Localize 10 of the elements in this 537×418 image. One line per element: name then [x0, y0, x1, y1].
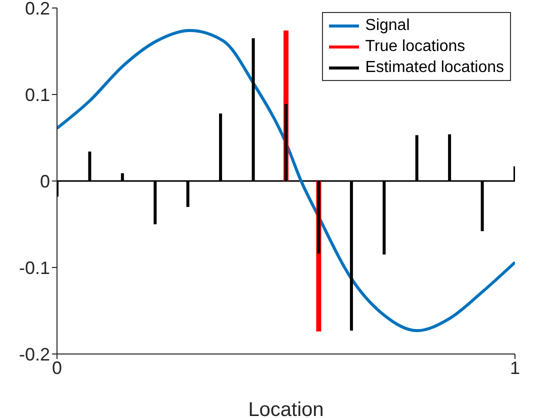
y-tick-label: 0 — [40, 171, 50, 192]
x-axis-title: Location — [248, 399, 324, 418]
y-tick-label: 0.2 — [24, 0, 50, 18]
legend-label: Estimated locations — [365, 58, 504, 78]
x-tick-label: 1 — [510, 358, 520, 378]
y-tick-label: -0.1 — [18, 258, 50, 278]
y-tick-label: -0.2 — [18, 344, 50, 364]
y-tick-label: 0.1 — [24, 84, 50, 105]
legend-label: Signal — [365, 16, 410, 36]
legend-label: True locations — [365, 37, 466, 57]
